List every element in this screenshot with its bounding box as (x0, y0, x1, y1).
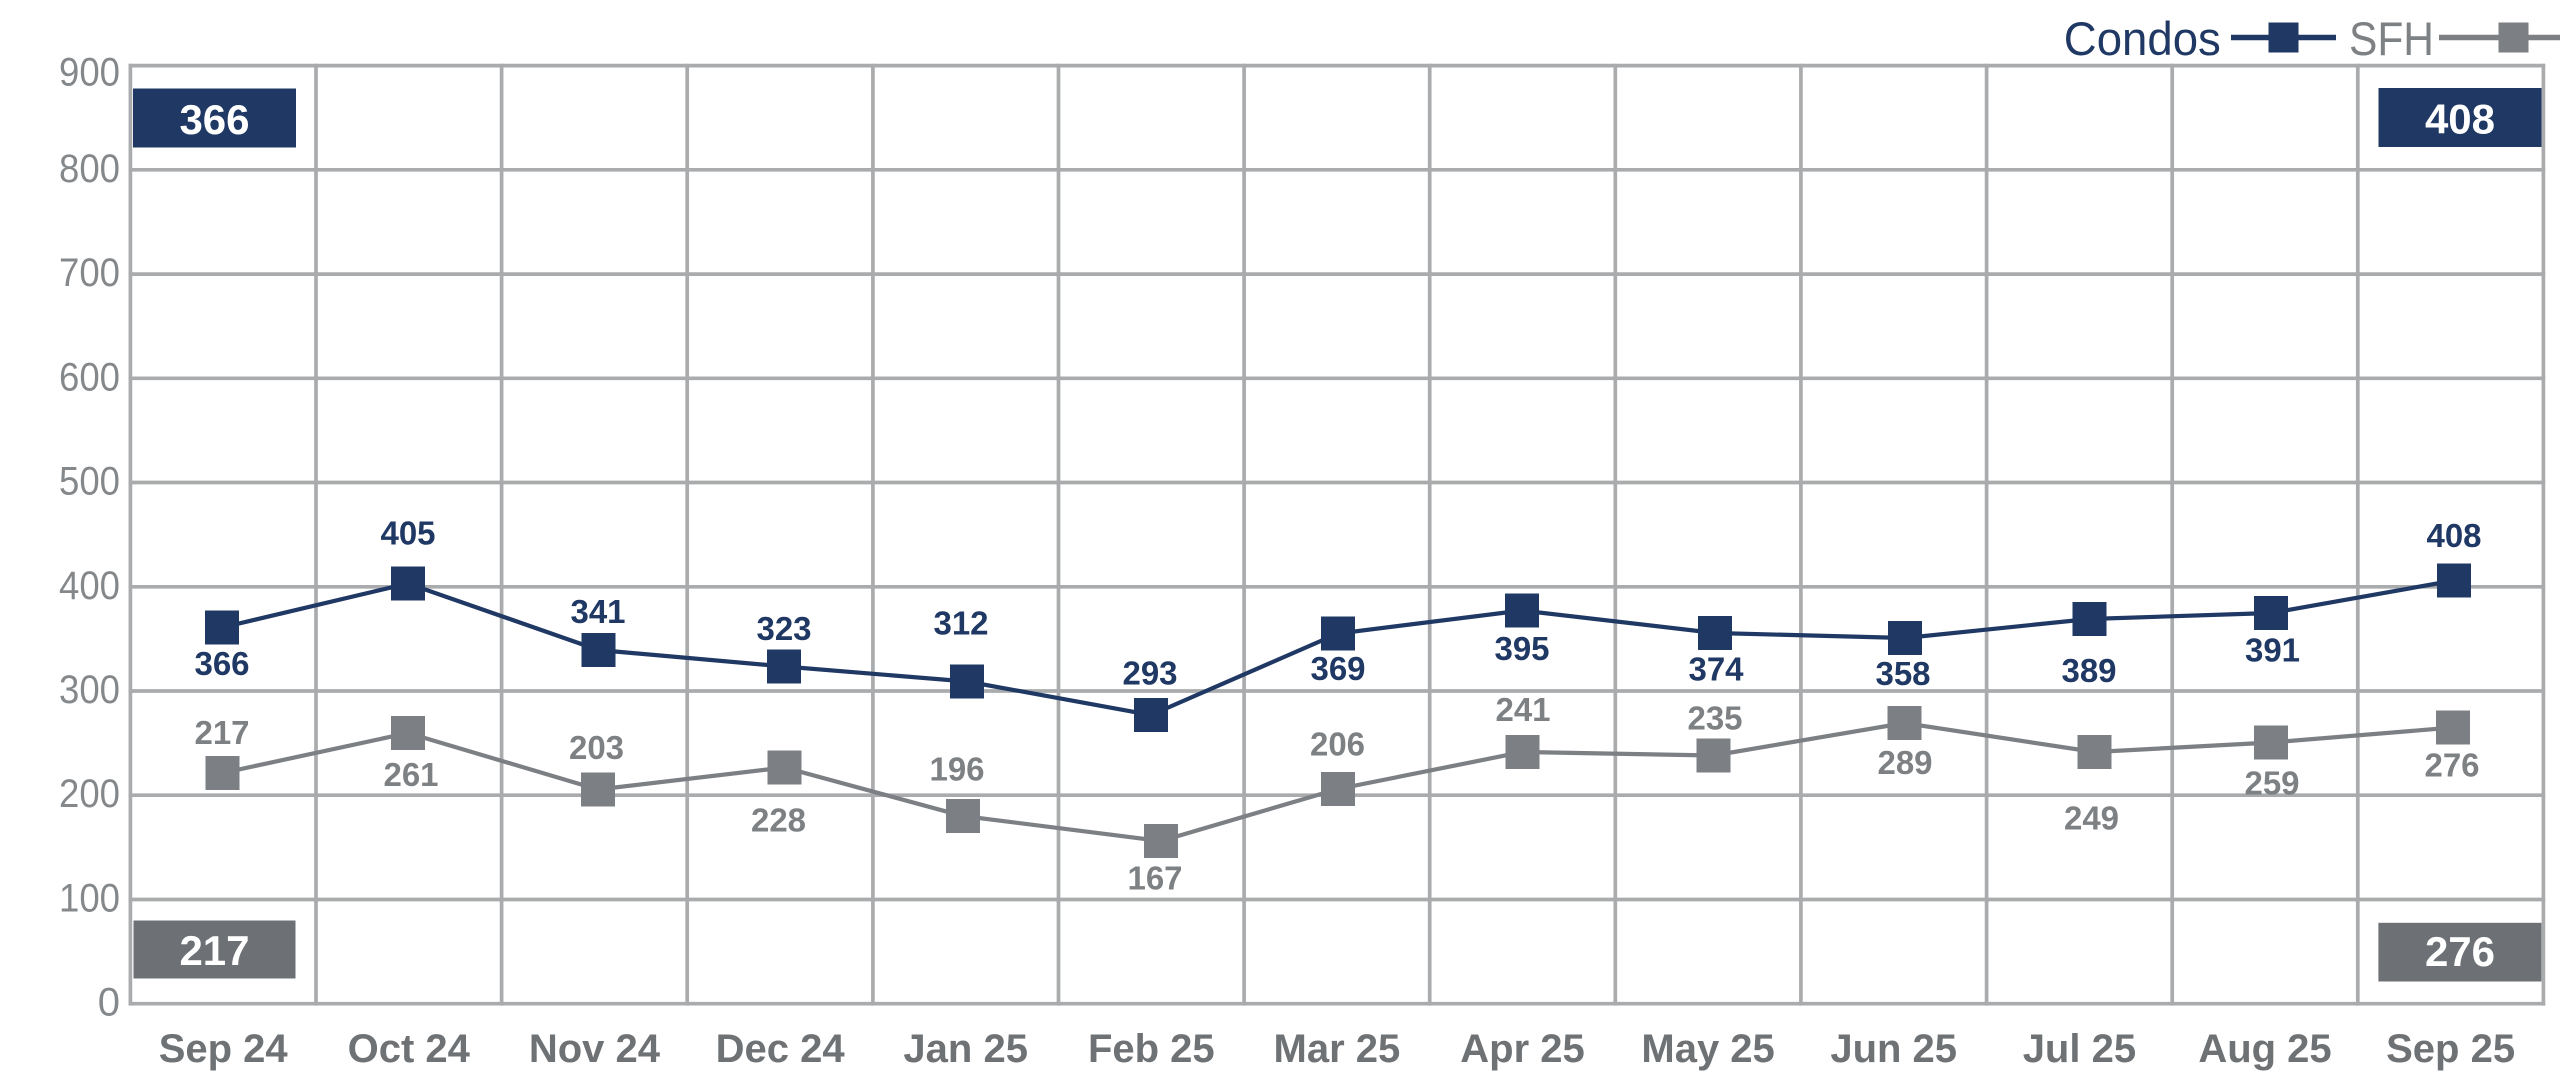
svg-text:Dec 24: Dec 24 (716, 1027, 846, 1071)
svg-text:203: 203 (569, 729, 624, 766)
svg-text:0: 0 (98, 981, 120, 1025)
svg-text:249: 249 (2064, 800, 2119, 837)
svg-text:241: 241 (1495, 691, 1550, 728)
svg-text:400: 400 (59, 564, 120, 608)
svg-text:235: 235 (1687, 699, 1742, 736)
svg-text:312: 312 (933, 604, 988, 641)
svg-text:408: 408 (2425, 95, 2495, 142)
svg-text:May 25: May 25 (1641, 1027, 1774, 1071)
svg-text:Aug 25: Aug 25 (2198, 1027, 2331, 1071)
svg-text:300: 300 (59, 668, 120, 712)
svg-text:Jan 25: Jan 25 (903, 1027, 1028, 1071)
svg-text:100: 100 (59, 877, 120, 921)
svg-text:167: 167 (1127, 859, 1182, 896)
svg-text:Nov 24: Nov 24 (529, 1027, 661, 1071)
svg-text:Jun 25: Jun 25 (1830, 1027, 1957, 1071)
svg-text:206: 206 (1310, 725, 1365, 762)
svg-text:Sep 24: Sep 24 (159, 1027, 289, 1071)
svg-text:259: 259 (2244, 765, 2299, 802)
svg-text:261: 261 (383, 756, 438, 793)
svg-text:217: 217 (179, 927, 249, 974)
svg-text:374: 374 (1688, 651, 1744, 688)
svg-text:196: 196 (929, 751, 984, 788)
svg-text:Jul 25: Jul 25 (2023, 1027, 2136, 1071)
svg-text:369: 369 (1310, 650, 1365, 687)
svg-text:Condos: Condos (2064, 12, 2221, 65)
svg-text:405: 405 (380, 514, 435, 551)
svg-text:228: 228 (751, 802, 806, 839)
svg-text:Mar 25: Mar 25 (1274, 1027, 1401, 1071)
svg-text:600: 600 (59, 355, 120, 399)
svg-text:SFH: SFH (2349, 12, 2434, 65)
svg-text:276: 276 (2424, 746, 2479, 783)
svg-text:323: 323 (756, 610, 811, 647)
svg-text:900: 900 (59, 51, 120, 95)
svg-text:395: 395 (1494, 630, 1549, 667)
svg-text:341: 341 (570, 593, 625, 630)
svg-text:Sep 25: Sep 25 (2386, 1027, 2515, 1071)
svg-text:200: 200 (59, 772, 120, 816)
svg-text:Oct 24: Oct 24 (348, 1027, 471, 1071)
svg-text:700: 700 (59, 251, 120, 295)
svg-text:800: 800 (59, 147, 120, 191)
svg-text:366: 366 (194, 645, 249, 682)
svg-text:293: 293 (1122, 654, 1177, 691)
svg-text:366: 366 (179, 96, 249, 143)
svg-text:Apr 25: Apr 25 (1460, 1027, 1585, 1071)
svg-text:358: 358 (1875, 655, 1930, 692)
svg-text:408: 408 (2426, 517, 2481, 554)
svg-text:391: 391 (2245, 632, 2300, 669)
svg-text:500: 500 (59, 460, 120, 504)
svg-text:389: 389 (2061, 652, 2116, 689)
svg-text:276: 276 (2425, 928, 2495, 975)
svg-text:217: 217 (194, 714, 249, 751)
svg-text:289: 289 (1877, 744, 1932, 781)
svg-text:Feb 25: Feb 25 (1088, 1027, 1215, 1071)
